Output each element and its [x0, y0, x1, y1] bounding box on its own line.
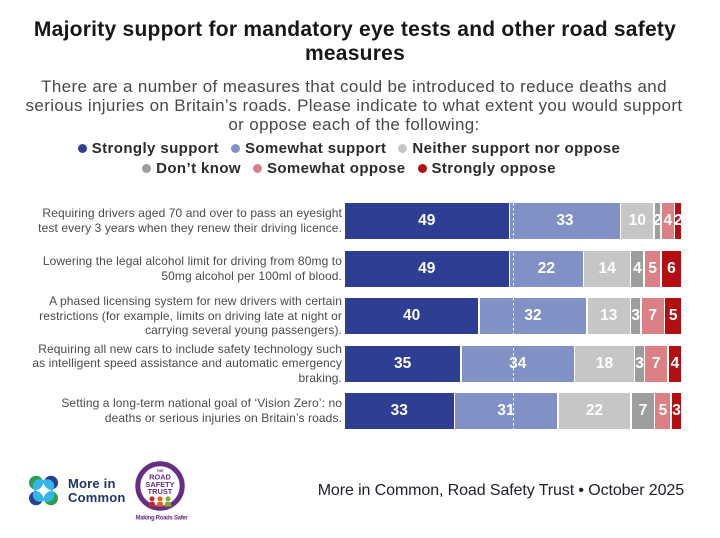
svg-text:TRUST: TRUST — [148, 487, 173, 496]
svg-text:SAFETY: SAFETY — [145, 480, 174, 489]
svg-text:Making Roads Safer: Making Roads Safer — [136, 515, 189, 521]
svg-text:THE: THE — [157, 469, 165, 473]
svg-text:ROAD: ROAD — [149, 472, 171, 481]
